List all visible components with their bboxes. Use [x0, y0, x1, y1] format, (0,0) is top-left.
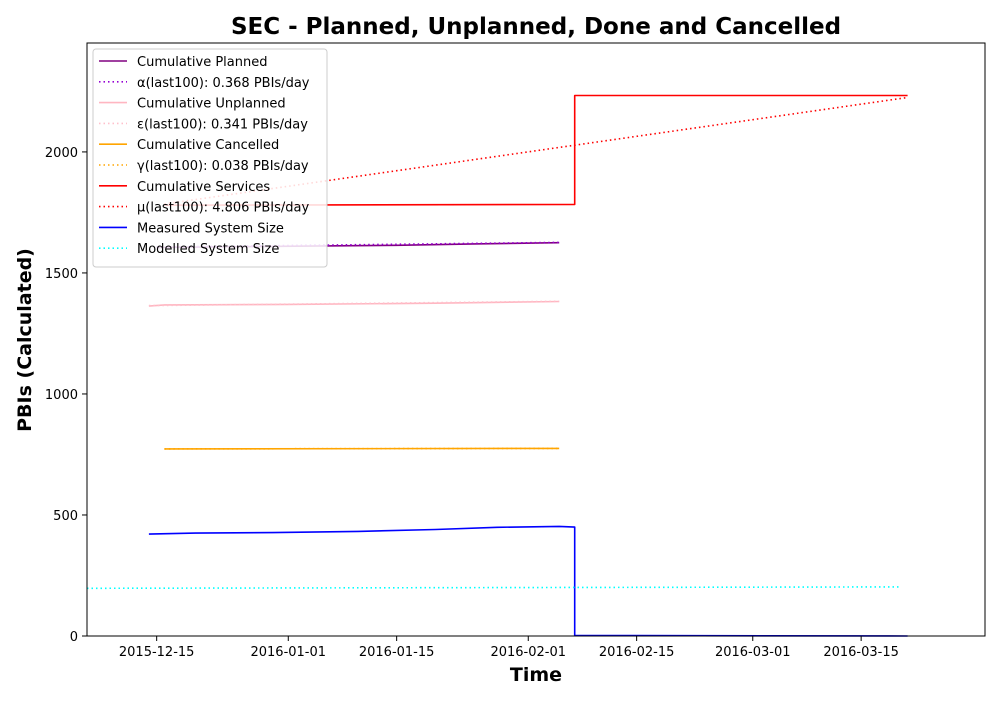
y-tick-label: 0	[70, 630, 78, 645]
y-tick-label: 1000	[45, 388, 78, 403]
x-tick-label: 2016-02-15	[599, 645, 675, 660]
legend-box	[92, 48, 328, 268]
legend-label-6: γ(last100): 0.038 PBIs/day	[137, 159, 309, 174]
x-axis-label: Time	[510, 664, 562, 686]
legend: Cumulative Planned α(last100): 0.368 PBIs…	[92, 48, 328, 268]
chart-title: SEC - Planned, Unplanned, Done and Cance…	[231, 14, 841, 40]
x-tick-label: 2016-02-01	[490, 645, 566, 660]
legend-label-7: Cumulative Services	[137, 180, 270, 195]
series-line-9	[148, 525, 908, 637]
legend-label-3: Cumulative Unplanned	[137, 97, 286, 112]
legend-label-4: ε(last100): 0.341 PBIs/day	[137, 117, 308, 132]
series-line-6	[164, 447, 560, 450]
y-tick-label: 1500	[45, 267, 78, 282]
series-layer	[86, 94, 908, 637]
series-line-4	[148, 300, 560, 307]
x-tick-label: 2015-12-15	[119, 645, 195, 660]
legend-label-9: Measured System Size	[137, 221, 284, 236]
y-tick-label: 2000	[45, 146, 78, 161]
y-axis-label: PBIs (Calculated)	[14, 248, 36, 432]
legend-label-2: α(last100): 0.368 PBIs/day	[137, 76, 310, 91]
legend-label-5: Cumulative Cancelled	[137, 138, 279, 153]
series-line-3	[148, 300, 560, 307]
series-line-7	[164, 94, 908, 206]
series-line-10	[86, 586, 900, 590]
plot-frame	[86, 42, 986, 637]
x-tick-label: 2016-03-15	[823, 645, 899, 660]
x-tick-label: 2016-01-15	[359, 645, 435, 660]
x-tick-label: 2016-03-01	[715, 645, 791, 660]
legend-label-8: μ(last100): 4.806 PBIs/day	[137, 201, 309, 216]
x-tick-label: 2016-01-01	[250, 645, 326, 660]
legend-label-10: Modelled System Size	[137, 242, 279, 257]
legend-label-1: Cumulative Planned	[137, 55, 267, 70]
axes-layer: 2015-12-15 2016-01-01 2016-01-15 2016-02-01…	[45, 42, 986, 660]
series-line-8	[164, 96, 908, 205]
y-tick-label: 500	[53, 509, 78, 524]
